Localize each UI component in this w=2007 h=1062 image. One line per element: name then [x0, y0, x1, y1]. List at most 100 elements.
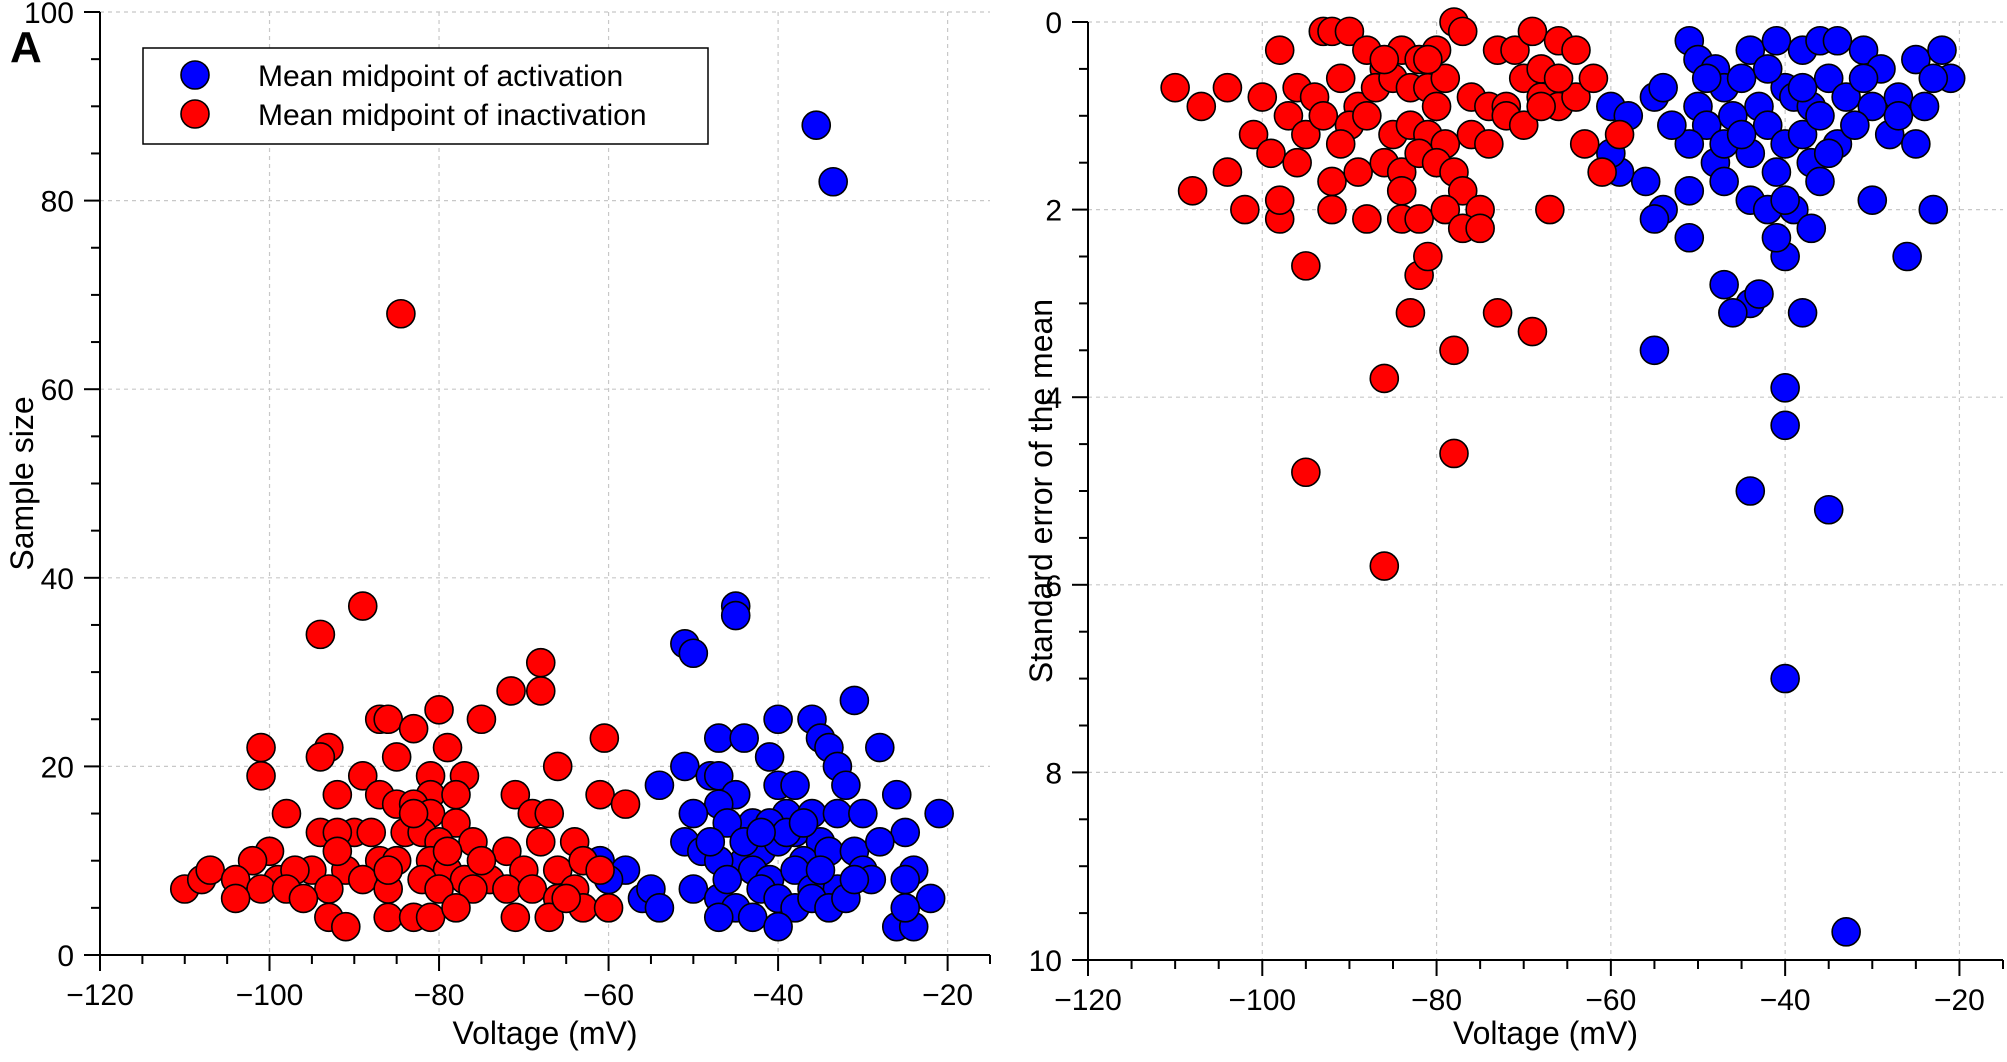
point-inactivation	[1308, 101, 1339, 131]
point-inactivation	[1439, 438, 1469, 469]
point-inactivation	[1447, 16, 1478, 47]
point-activation	[1796, 213, 1827, 244]
point-inactivation	[373, 902, 403, 933]
point-inactivation	[424, 874, 454, 904]
point-activation	[678, 874, 709, 904]
point-inactivation	[1474, 129, 1504, 159]
point-activation	[801, 110, 832, 140]
point-activation	[712, 808, 743, 838]
point-inactivation	[1291, 251, 1321, 281]
point-inactivation	[246, 732, 276, 763]
point-inactivation	[288, 883, 319, 914]
point-inactivation	[610, 789, 641, 819]
point-activation	[737, 902, 768, 933]
point-activation	[839, 685, 870, 716]
point-inactivation	[381, 742, 412, 772]
point-activation	[1752, 54, 1783, 84]
legend-label-inactivation: Mean midpoint of inactivation	[258, 99, 647, 132]
point-inactivation	[551, 883, 581, 914]
point-inactivation	[398, 713, 429, 744]
point-inactivation	[500, 902, 531, 933]
y-tick-label: 20	[41, 751, 74, 784]
point-activation	[822, 798, 853, 829]
point-inactivation	[1325, 129, 1356, 159]
point-activation	[1805, 101, 1835, 131]
point-activation	[754, 742, 785, 772]
point-inactivation	[1317, 194, 1347, 225]
point-activation	[678, 638, 709, 669]
point-inactivation	[1413, 241, 1443, 272]
point-activation	[1822, 25, 1853, 56]
point-inactivation	[386, 298, 416, 329]
point-inactivation	[492, 836, 522, 867]
legend-box	[142, 47, 709, 145]
point-activation	[1857, 185, 1888, 216]
point-inactivation	[1465, 213, 1495, 244]
point-activation	[1892, 241, 1922, 272]
point-inactivation	[1604, 119, 1635, 150]
point-inactivation	[1264, 35, 1295, 65]
point-activation	[1813, 494, 1844, 525]
point-activation	[678, 798, 709, 829]
point-inactivation	[534, 902, 565, 933]
point-activation	[1761, 25, 1792, 56]
y-tick-label: 6	[1045, 570, 1062, 603]
point-activation	[746, 817, 776, 848]
y-tick-label: 8	[1045, 757, 1062, 790]
y-tick-label: 4	[1045, 382, 1062, 415]
point-inactivation	[1508, 110, 1539, 140]
point-inactivation	[1273, 101, 1304, 131]
point-activation	[1918, 63, 1949, 94]
y-tick-label: 0	[1045, 7, 1062, 40]
point-activation	[1639, 335, 1670, 366]
point-activation	[805, 855, 836, 885]
point-inactivation	[1561, 35, 1591, 65]
point-activation	[720, 600, 751, 631]
ticks: −120 −100 −80 −60 −40 −20 0 20 40 60 80 100	[24, 0, 991, 1012]
point-inactivation	[1230, 194, 1260, 225]
point-inactivation	[593, 893, 624, 923]
point-inactivation	[1291, 119, 1321, 150]
point-activation	[695, 827, 726, 857]
point-activation	[1648, 72, 1678, 103]
point-activation	[1831, 82, 1861, 112]
point-inactivation	[1386, 176, 1417, 206]
point-inactivation	[1517, 316, 1548, 347]
ticks: −120 −100 −80 −60 −40 −20 0 2 4 6 8 10	[1029, 7, 2004, 1017]
point-inactivation	[1395, 297, 1426, 328]
x-tick-label: −80	[414, 979, 465, 1012]
point-inactivation	[1343, 157, 1373, 187]
point-inactivation	[1264, 185, 1295, 216]
point-inactivation	[398, 798, 429, 829]
point-inactivation	[322, 779, 353, 810]
point-inactivation	[1369, 363, 1400, 394]
point-activation	[1770, 410, 1800, 441]
point-activation	[1770, 185, 1800, 216]
point-activation	[1787, 297, 1818, 328]
chart-standard-error: −120 −100 −80 −60 −40 −20 0 2 4 6 8 10 Voltage (mV)…	[1023, 7, 2004, 1051]
point-activation	[1691, 110, 1722, 140]
y-axis-label: Standard error of the mean	[1023, 299, 1059, 683]
point-inactivation	[1447, 176, 1478, 206]
point-inactivation	[322, 836, 353, 867]
point-activation	[1639, 204, 1670, 234]
legend-label-activation: Mean midpoint of activation	[258, 60, 623, 93]
point-inactivation	[1430, 194, 1461, 225]
point-activation	[890, 817, 921, 848]
point-inactivation	[246, 874, 276, 904]
point-inactivation	[271, 798, 302, 829]
point-inactivation	[1352, 101, 1382, 131]
point-inactivation	[441, 779, 471, 810]
point-inactivation	[1569, 129, 1600, 159]
point-activation	[1744, 279, 1774, 309]
x-axis-label: Voltage (mV)	[453, 1015, 638, 1051]
point-inactivation	[432, 732, 463, 763]
y-tick-label: 100	[24, 0, 74, 30]
point-activation	[1726, 119, 1757, 150]
point-activation	[924, 798, 954, 829]
point-activation	[1805, 166, 1835, 197]
x-axis-label: Voltage (mV)	[1453, 1015, 1638, 1051]
point-activation	[890, 864, 921, 895]
point-inactivation	[1247, 82, 1278, 112]
point-activation	[818, 166, 848, 197]
